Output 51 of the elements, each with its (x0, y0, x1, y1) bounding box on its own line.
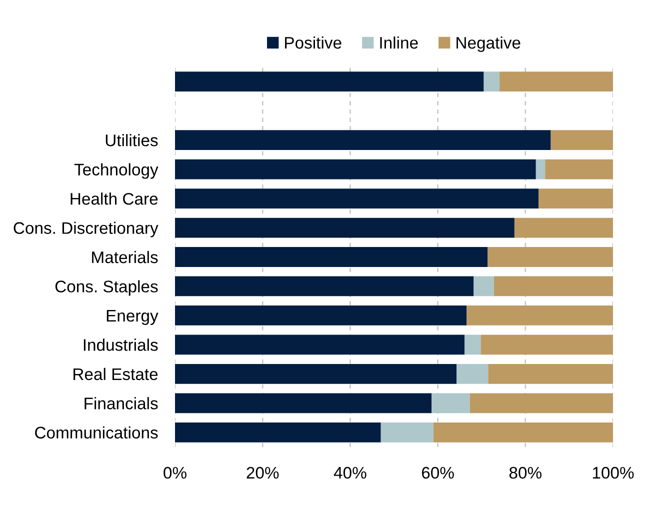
x-tick-label: 40% (334, 466, 366, 479)
bar (175, 393, 432, 414)
bar (175, 188, 539, 208)
y-tick-label: Cons. Discretionary (14, 222, 158, 238)
bar (470, 393, 613, 414)
bar (380, 422, 434, 442)
bar (466, 306, 613, 326)
x-tick-label: 60% (422, 466, 454, 479)
bar (480, 334, 613, 355)
bar (536, 159, 546, 180)
bar (545, 159, 613, 180)
y-tick-label: Communications (35, 426, 158, 439)
y-tick-label: Energy (106, 310, 158, 325)
bar (175, 218, 514, 238)
y-tick-label: Technology (74, 163, 158, 179)
legend-label: Negative (456, 36, 520, 52)
y-tick-label: Financials (84, 397, 158, 410)
bar (550, 130, 613, 150)
bar (500, 72, 613, 92)
bar (175, 72, 484, 92)
bar (474, 276, 494, 296)
bar (175, 306, 467, 326)
legend-label: Inline (380, 36, 418, 49)
x-tick-label: 80% (509, 466, 542, 479)
x-tick-label: 100% (592, 466, 634, 479)
bar (488, 247, 613, 267)
bar (175, 364, 457, 384)
legend-label: Positive (285, 36, 342, 49)
bar (433, 422, 613, 442)
bar (175, 130, 551, 150)
bar (175, 422, 381, 442)
bar (175, 247, 488, 267)
y-tick-label: Cons. Staples (55, 280, 158, 296)
bar (484, 72, 500, 92)
y-tick-label: Health Care (70, 192, 158, 205)
bar (464, 334, 481, 355)
bar (514, 218, 613, 238)
bar (494, 276, 613, 296)
bar (488, 364, 613, 384)
bar (175, 276, 474, 296)
bar (456, 364, 488, 384)
bar (175, 159, 536, 180)
bar (432, 393, 470, 414)
y-tick-label: Utilities (106, 134, 158, 146)
bar (175, 334, 465, 355)
x-tick-label: 20% (246, 466, 279, 479)
y-tick-label: Industrials (84, 338, 158, 351)
x-tick-label: 0% (164, 466, 186, 479)
bar (538, 188, 613, 208)
y-tick-label: Materials (92, 250, 158, 264)
y-tick-label: Real Estate (74, 368, 158, 380)
